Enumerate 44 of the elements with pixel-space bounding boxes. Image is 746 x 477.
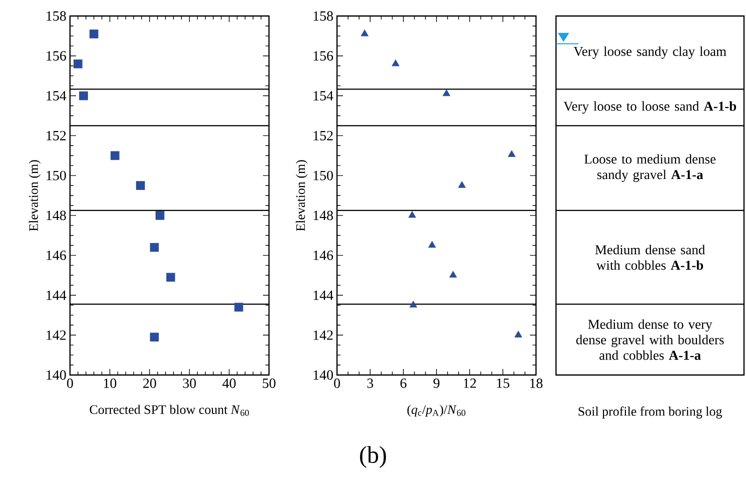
x-tick-label: 12 (464, 378, 476, 388)
category-label: Very loose to loose sand A-1-b (564, 101, 736, 114)
y-tick-label: 148 (314, 210, 333, 220)
x-tick-label: 10 (104, 378, 116, 388)
y-tick-label: 152 (314, 130, 333, 140)
x-tick-label: 50 (262, 378, 276, 388)
category-label: Medium dense sand with cobbles A-1-b (595, 244, 705, 270)
y-tick-label: 140 (46, 370, 66, 380)
y-tick-label: 154 (314, 91, 334, 100)
x-tick-label: 18 (530, 378, 542, 388)
x-tick-label: 9 (433, 378, 440, 388)
y-tick-label: 152 (46, 130, 66, 140)
text: (b) (360, 446, 386, 468)
y-tick-label: 148 (46, 210, 66, 220)
x-tick-label: 30 (183, 378, 196, 388)
x-tick-label: 0 (334, 378, 340, 388)
y-tick-label: 158 (46, 11, 66, 21)
y-tick-label: 150 (314, 170, 333, 180)
y-tick-label: 140 (314, 370, 333, 380)
x-tick-label: 6 (400, 378, 406, 388)
y-tick-label: 146 (314, 250, 334, 260)
y-tick-label: 142 (46, 330, 66, 340)
x-tick-label: 3 (367, 378, 374, 388)
y-tick-label: 156 (46, 51, 66, 61)
category-label: Very loose sandy clay loam (574, 46, 726, 59)
y-axis-title: Elevation (m) (296, 160, 308, 232)
y-tick-label: 158 (314, 11, 333, 21)
y-tick-label: 150 (46, 170, 66, 180)
x-tick-label: 0 (67, 378, 73, 388)
x-tick-label: 40 (222, 378, 236, 388)
y-tick-label: 144 (314, 290, 334, 300)
text: (q$_{c}$/p$_{A}$)/N$_{60}$ (407, 404, 466, 417)
x-axis-title: Corrected SPT blow count N$_{60}$ (90, 404, 249, 416)
y-tick-label: 146 (46, 250, 66, 260)
y-tick-label: 142 (314, 330, 333, 340)
y-axis-title: Elevation (m) (28, 160, 41, 232)
category-label: Medium dense to very dense gravel with boulders and cobbles A-1-a (576, 319, 724, 360)
y-tick-label: 154 (46, 91, 66, 100)
y-tick-label: 156 (314, 51, 334, 61)
category-label: Loose to medium dense sandy gravel A-1-a (584, 154, 716, 182)
x-tick-label: 15 (497, 378, 510, 388)
y-tick-label: 144 (46, 290, 66, 300)
x-tick-label: 20 (143, 378, 156, 388)
text: Soil profile from boring log (578, 406, 722, 418)
